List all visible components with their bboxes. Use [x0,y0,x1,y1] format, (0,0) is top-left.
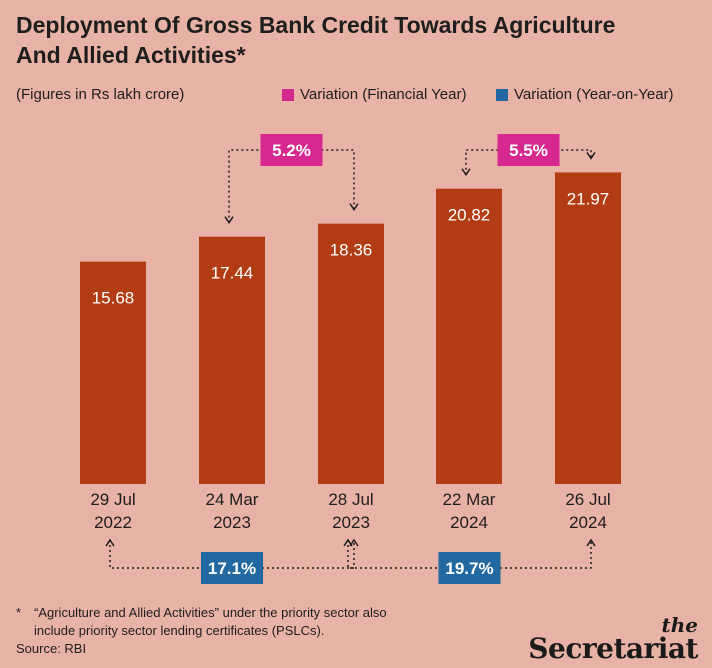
publisher-logo: the Secretariat [528,613,698,665]
bar-value-label: 21.97 [567,189,610,208]
fy-variation-label: 5.5% [509,141,548,160]
x-tick-label: 2022 [94,513,132,532]
arrow-head [349,203,359,211]
yoy-variation-label: 17.1% [208,559,256,578]
footnote-line-2: include priority sector lending certific… [34,623,325,638]
legend-label-year-on-year: Variation (Year-on-Year) [514,86,674,103]
footnote: * “Agriculture and Allied Activities” und… [16,604,536,658]
arrow-head [586,152,596,160]
x-tick-label: 2024 [569,513,607,532]
bar-chart: 15.68 29 Jul 2022 17.44 24 Mar 2023 18.36 28 Ju… [80,134,621,584]
logo-the: the [661,613,698,637]
legend-year-on-year: Variation (Year-on-Year) [496,86,674,103]
legend-label-financial-year: Variation (Financial Year) [300,86,467,103]
source-note: Source: RBI [16,641,87,656]
bar-value-label: 20.82 [448,206,491,225]
fy-variation-label: 5.2% [272,141,311,160]
logo-name: Secretariat [528,632,698,665]
yoy-variation-label: 19.7% [445,559,493,578]
legend-swatch-financial-year [282,88,294,101]
bar [555,172,621,484]
bar [199,236,265,484]
fy-variation-badge [260,134,323,166]
x-tick-label: 2024 [450,513,488,532]
legend-financial-year: Variation (Financial Year) [282,86,466,103]
x-tick-label: 28 Jul [328,490,373,509]
chart-title: Deployment Of Gross Bank Credit Towards … [16,12,616,68]
x-tick-label: 26 Jul [565,490,610,509]
bar-value-label: 15.68 [92,289,135,308]
x-tick-label: 24 Mar [206,490,259,509]
bar [80,261,146,484]
fy-variation-badge [497,134,560,166]
legend-swatch-year-on-year [496,88,508,101]
yoy-connector-line [347,540,592,569]
bar-value-label: 18.36 [330,241,373,260]
bar [436,188,502,484]
arrow-head [461,168,471,177]
yoy-variation-badge [438,552,501,584]
footnote-mark: * [16,605,22,620]
bar [318,223,384,484]
footnote-line-1: “Agriculture and Allied Activities” unde… [34,605,387,620]
arrow-head [224,216,234,225]
x-tick-label: 2023 [332,513,370,532]
bar-value-label: 17.44 [211,264,254,283]
arrow-head [586,538,596,547]
yoy-variation-badge [201,552,263,584]
arrow-head [105,538,115,547]
x-tick-label: 2023 [213,513,251,532]
x-tick-label: 29 Jul [90,490,135,509]
x-tick-label: 22 Mar [443,490,496,509]
arrow-head [343,538,353,547]
chart-subtitle: (Figures in Rs lakh crore) [16,86,185,103]
